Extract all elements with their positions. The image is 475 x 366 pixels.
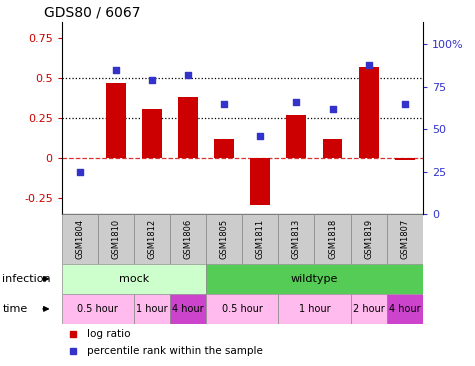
Text: mock: mock [119, 274, 149, 284]
Bar [178, 97, 198, 158]
Bar [206, 294, 278, 324]
Bar [170, 294, 206, 324]
Text: 4 hour: 4 hour [389, 304, 420, 314]
Point [401, 101, 408, 107]
Bar [62, 264, 206, 294]
Bar [250, 158, 270, 205]
Bar [387, 214, 423, 264]
Bar [106, 83, 126, 158]
Text: 4 hour: 4 hour [172, 304, 204, 314]
Bar [62, 214, 98, 264]
Bar [351, 214, 387, 264]
Point [112, 67, 120, 72]
Point [220, 101, 228, 107]
Point [329, 106, 336, 112]
Text: 0.5 hour: 0.5 hour [77, 304, 118, 314]
Bar [278, 214, 314, 264]
Bar [134, 294, 170, 324]
Bar [142, 109, 162, 158]
Text: 0.5 hour: 0.5 hour [222, 304, 263, 314]
Point [148, 77, 156, 83]
Text: GSM1811: GSM1811 [256, 219, 265, 259]
Point [76, 169, 84, 175]
Bar [359, 67, 379, 158]
Text: time: time [2, 304, 28, 314]
Bar [323, 139, 342, 158]
Text: GSM1806: GSM1806 [184, 219, 192, 259]
Bar [242, 214, 278, 264]
Bar [395, 158, 415, 160]
Bar [206, 264, 423, 294]
Text: wildtype: wildtype [291, 274, 338, 284]
Text: GSM1818: GSM1818 [328, 219, 337, 259]
Text: GSM1812: GSM1812 [148, 219, 156, 259]
Point [184, 72, 192, 78]
Text: 1 hour: 1 hour [299, 304, 330, 314]
Point [256, 133, 264, 139]
Text: GDS80 / 6067: GDS80 / 6067 [44, 5, 140, 19]
Bar [351, 294, 387, 324]
Text: GSM1810: GSM1810 [112, 219, 120, 259]
Text: GSM1813: GSM1813 [292, 219, 301, 259]
Bar [214, 139, 234, 158]
Bar [314, 214, 351, 264]
Bar [134, 214, 170, 264]
Bar [278, 294, 351, 324]
Text: percentile rank within the sample: percentile rank within the sample [87, 346, 263, 356]
Text: log ratio: log ratio [87, 329, 131, 339]
Bar [206, 214, 242, 264]
Bar [62, 294, 134, 324]
Bar [170, 214, 206, 264]
Bar [286, 115, 306, 158]
Point [365, 61, 372, 67]
Text: 1 hour: 1 hour [136, 304, 168, 314]
Text: GSM1804: GSM1804 [76, 219, 84, 259]
Text: GSM1805: GSM1805 [220, 219, 228, 259]
Text: GSM1807: GSM1807 [400, 219, 409, 259]
Text: 2 hour: 2 hour [353, 304, 384, 314]
Point [293, 99, 300, 105]
Text: GSM1819: GSM1819 [364, 219, 373, 259]
Bar [98, 214, 134, 264]
Bar [387, 294, 423, 324]
Text: infection: infection [2, 274, 51, 284]
